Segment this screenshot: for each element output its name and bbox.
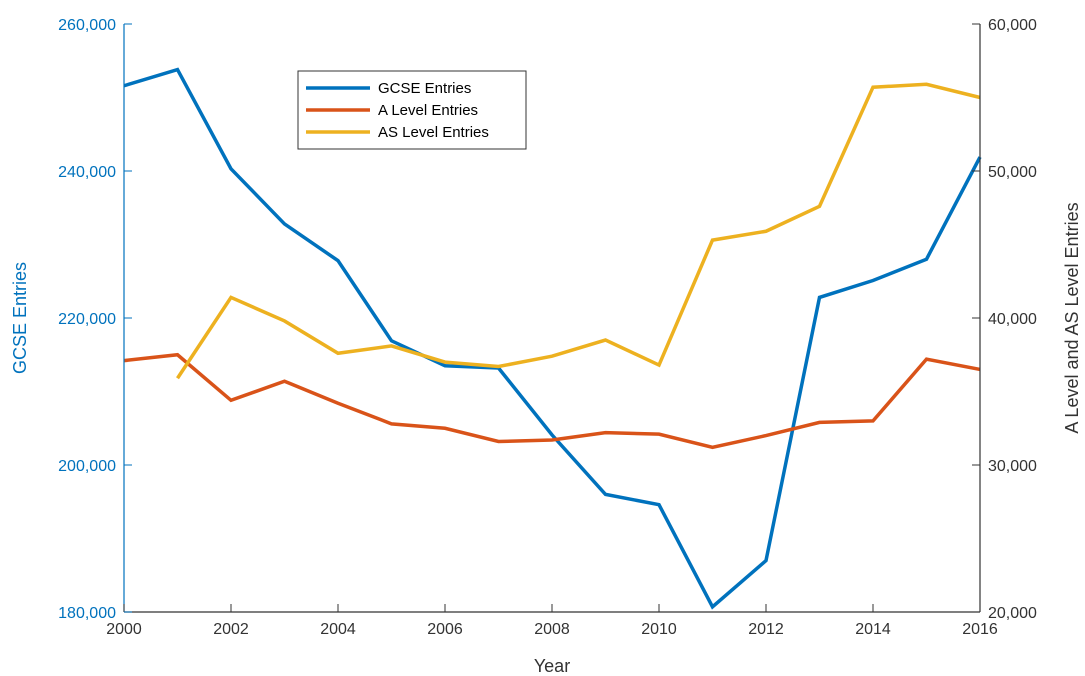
y-right-tick-label: 50,000 (988, 164, 1037, 181)
y-axis-right-title: A Level and AS Level Entries (1062, 202, 1082, 433)
series-line-1 (123, 67, 982, 610)
x-tick-label: 2016 (962, 621, 998, 638)
x-tick-label: 2010 (641, 621, 677, 638)
x-tick-label: 2006 (427, 621, 463, 638)
y-axis-left-title: GCSE Entries (10, 262, 30, 374)
x-tick-label: 2004 (320, 621, 356, 638)
y-left-tick-label: 200,000 (58, 458, 116, 475)
y-left-tick-label: 260,000 (58, 17, 116, 34)
legend: GCSE Entries A Level Entries AS Level Entr… (297, 70, 527, 150)
legend-label: GCSE Entries (378, 80, 471, 97)
series-line-2 (123, 352, 981, 450)
x-tick-label: 2002 (213, 621, 249, 638)
y-right-tick-label: 20,000 (988, 605, 1037, 622)
y-left-tick-label: 220,000 (58, 311, 116, 328)
y-left-tick-label: 180,000 (58, 605, 116, 622)
series-line-3 (176, 82, 981, 380)
legend-label: AS Level Entries (378, 124, 489, 141)
x-tick-label: 2012 (748, 621, 784, 638)
y-left-tick-label: 240,000 (58, 164, 116, 181)
x-tick-label: 2014 (855, 621, 891, 638)
legend-label: A Level Entries (378, 102, 478, 119)
x-tick-label: 2008 (534, 621, 570, 638)
y-right-tick-label: 40,000 (988, 311, 1037, 328)
y-right-tick-label: 60,000 (988, 17, 1037, 34)
x-tick-label: 2000 (106, 621, 142, 638)
x-axis-title: Year (534, 656, 570, 676)
y-right-tick-label: 30,000 (988, 458, 1037, 475)
axes: 2000 2002 2004 2006 2008 2010 2012 2014 2016 180,… (58, 17, 1037, 638)
plot-area (123, 67, 982, 610)
